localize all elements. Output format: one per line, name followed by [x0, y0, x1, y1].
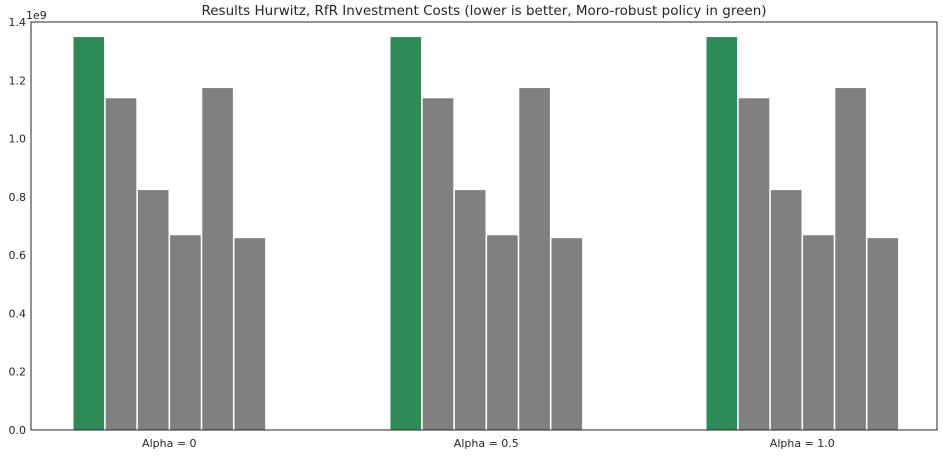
- chart-title: Results Hurwitz, RfR Investment Costs (l…: [201, 3, 766, 19]
- bar-2-3: [453, 189, 487, 431]
- bar-3-5: [834, 87, 867, 431]
- bar-2-6: [550, 237, 584, 431]
- bar-2-1: [389, 36, 423, 431]
- bar-2-5: [518, 87, 551, 431]
- y-tick-label: 0.0: [9, 424, 27, 437]
- bars-group: [72, 36, 900, 431]
- x-ticks-group: Alpha = 0 Alpha = 0.5 Alpha = 1.0: [142, 437, 835, 450]
- y-tick-label: 0.4: [9, 307, 27, 320]
- bar-2-4: [486, 234, 519, 431]
- y-tick-label: 1.0: [9, 133, 27, 146]
- y-tick-label: 0.6: [9, 249, 27, 262]
- x-tick-label: Alpha = 0: [142, 437, 196, 450]
- y-axis-offset-label: 1e9: [26, 9, 47, 22]
- bar-1-5: [201, 87, 234, 431]
- y-tick-label: 0.8: [9, 191, 27, 204]
- y-ticks-group: 0.0 0.2 0.4 0.6 0.8 1.0 1.2 1.4: [9, 16, 27, 437]
- bar-3-1: [705, 36, 739, 431]
- bar-1-1: [72, 36, 106, 431]
- bar-3-3: [769, 189, 803, 431]
- x-tick-label: Alpha = 1.0: [770, 437, 835, 450]
- bar-3-6: [866, 237, 900, 431]
- bar-1-2: [104, 97, 138, 431]
- y-tick-label: 1.2: [9, 74, 27, 87]
- bar-1-3: [136, 189, 170, 431]
- bar-3-4: [802, 234, 835, 431]
- y-tick-label: 1.4: [9, 16, 27, 29]
- x-tick-label: Alpha = 0.5: [454, 437, 519, 450]
- bar-1-4: [169, 234, 202, 431]
- bar-3-2: [737, 97, 771, 431]
- bar-1-6: [233, 237, 267, 431]
- y-tick-label: 0.2: [9, 366, 27, 379]
- bar-2-2: [421, 97, 455, 431]
- plot-frame: [30, 21, 938, 431]
